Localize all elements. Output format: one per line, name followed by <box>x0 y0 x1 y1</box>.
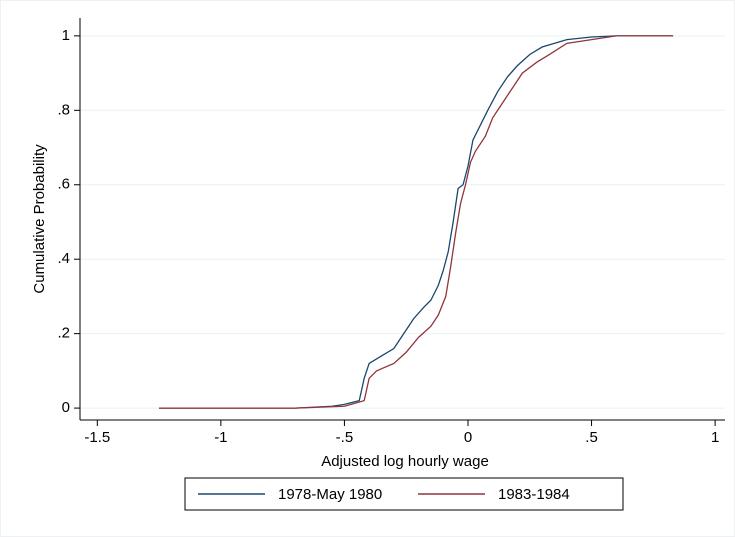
series-line <box>159 35 674 409</box>
y-tick-label: 1 <box>62 27 70 44</box>
x-tick-label: -.5 <box>336 429 354 446</box>
y-tick-label: .8 <box>57 101 70 118</box>
x-tick-label: -1 <box>214 429 227 446</box>
x-tick-label: -1.5 <box>84 429 110 446</box>
y-tick-label: .6 <box>57 176 70 193</box>
x-axis-title: Adjusted log hourly wage <box>321 453 489 470</box>
y-tick-label: 0 <box>62 399 70 416</box>
y-tick-label: .2 <box>57 325 70 342</box>
y-axis-title: Cumulative Probability <box>31 144 48 294</box>
x-tick-label: .5 <box>585 429 598 446</box>
legend-label: 1978-May 1980 <box>278 486 382 503</box>
legend-label: 1983-1984 <box>498 486 570 503</box>
x-tick-label: 1 <box>711 429 719 446</box>
x-tick-label: 0 <box>464 429 472 446</box>
y-tick-label: .4 <box>57 250 70 267</box>
series-line <box>159 35 674 409</box>
